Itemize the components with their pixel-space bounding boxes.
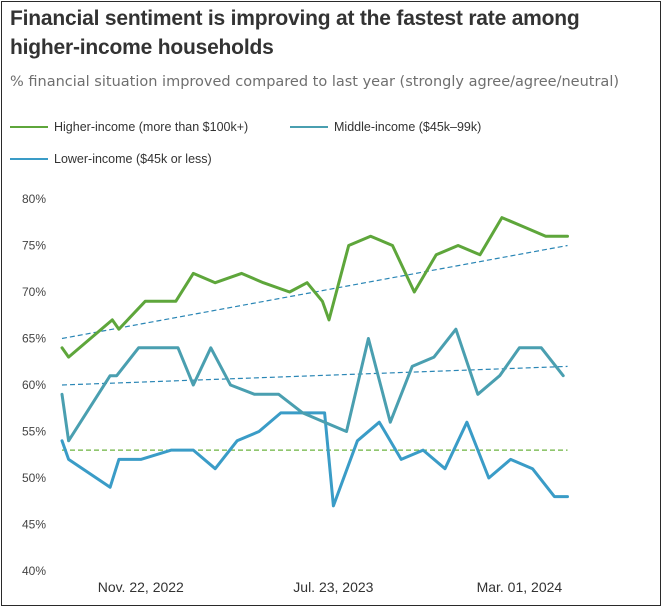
y-tick-label: 75% [22, 239, 46, 253]
legend-item-higher-income: Higher-income (more than $100k+) [10, 118, 248, 136]
y-tick-label: 50% [22, 471, 46, 485]
trendline-middle-income [61, 365, 568, 386]
y-tick-label: 55% [22, 425, 46, 439]
legend-swatch-lower-income [10, 158, 48, 160]
y-tick-label: 40% [22, 564, 46, 578]
legend-item-lower-income: Lower-income ($45k or less) [10, 150, 212, 168]
chart-subtitle: % financial situation improved compared … [10, 74, 620, 90]
x-tick-label: Nov. 22, 2022 [98, 579, 184, 595]
y-tick-label: 70% [22, 285, 46, 299]
y-tick-label: 60% [22, 378, 46, 392]
series-line-lower-income [60, 411, 569, 508]
legend-item-middle-income: Middle-income ($45k–99k) [290, 118, 481, 136]
legend-label-middle-income: Middle-income ($45k–99k) [334, 120, 482, 134]
series-lines [60, 216, 569, 508]
chart-title: Financial sentiment is improving at the … [10, 7, 580, 59]
legend-swatch-higher-income [10, 126, 48, 128]
series-line-higher-income [60, 216, 569, 359]
y-tick-label: 45% [22, 518, 46, 532]
series-line-middle-income [60, 327, 565, 443]
y-axis-ticks: 40% 45% 50% 55% 60% 65% 70% 75% 80% [22, 192, 46, 578]
x-axis-ticks: Nov. 22, 2022 Jul. 23, 2023 Mar. 01, 2024 [98, 579, 563, 595]
x-tick-label: Jul. 23, 2023 [293, 579, 373, 595]
y-tick-label: 80% [22, 192, 46, 206]
legend-label-higher-income: Higher-income (more than $100k+) [54, 120, 249, 134]
x-tick-label: Mar. 01, 2024 [477, 579, 563, 595]
legend-label-lower-income: Lower-income ($45k or less) [54, 152, 212, 166]
legend-swatch-middle-income [290, 126, 328, 128]
y-tick-label: 65% [22, 332, 46, 346]
